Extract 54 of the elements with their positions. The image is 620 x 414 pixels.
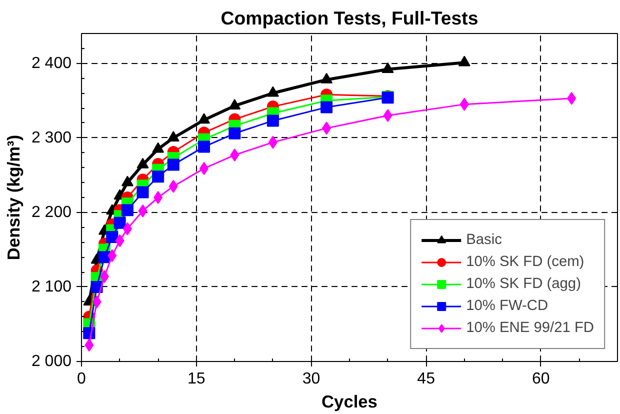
- point: [200, 162, 209, 175]
- point: [198, 140, 210, 153]
- point: [100, 270, 109, 284]
- x-tick-label: 30: [302, 370, 320, 388]
- point: [121, 176, 134, 186]
- legend-label: 10% SK FD (cem): [466, 254, 584, 270]
- point: [167, 131, 180, 142]
- legend-label: 10% FW-CD: [466, 298, 548, 314]
- point: [152, 142, 164, 153]
- point: [84, 338, 94, 352]
- point: [567, 92, 576, 105]
- point: [121, 204, 134, 216]
- point: [268, 136, 278, 149]
- point: [167, 158, 180, 171]
- point: [108, 249, 117, 262]
- point: [168, 180, 178, 193]
- point: [138, 204, 148, 218]
- point: [122, 222, 132, 236]
- y-tick-label: 2 400: [31, 54, 72, 72]
- legend-label: 10% ENE 99/21 FD: [466, 320, 594, 336]
- point: [228, 98, 241, 110]
- point: [228, 127, 241, 140]
- y-tick-label: 2 300: [31, 129, 72, 146]
- y-tick-label: 2 100: [31, 278, 72, 296]
- point: [382, 62, 394, 73]
- legend-label: Basic: [466, 232, 502, 248]
- x-tick-label: 0: [77, 370, 86, 388]
- point: [92, 295, 102, 308]
- point: [136, 186, 149, 198]
- point: [106, 231, 118, 244]
- point: [152, 170, 164, 183]
- chart-title: Compaction Tests, Full-Tests: [220, 8, 478, 28]
- point: [320, 72, 333, 84]
- point: [266, 86, 279, 97]
- legend-label: 10% SK FD (agg): [466, 276, 581, 292]
- point: [266, 114, 279, 127]
- point: [320, 101, 333, 114]
- point: [198, 113, 210, 124]
- point: [136, 158, 149, 168]
- x-tick-label: 60: [532, 370, 550, 388]
- y-axis-title: Density (kg/m³): [3, 134, 24, 260]
- point: [115, 234, 124, 248]
- point: [114, 216, 126, 229]
- y-tick-label: 2 000: [31, 353, 72, 370]
- x-tick-label: 15: [187, 370, 206, 388]
- point: [322, 122, 332, 135]
- point: [383, 109, 392, 122]
- point: [230, 148, 240, 162]
- point: [154, 191, 163, 204]
- y-tick-label: 2 200: [31, 204, 72, 221]
- point: [460, 98, 469, 111]
- x-tick-label: 45: [417, 370, 436, 388]
- x-axis-title: Cycles: [322, 392, 378, 412]
- point: [458, 56, 470, 66]
